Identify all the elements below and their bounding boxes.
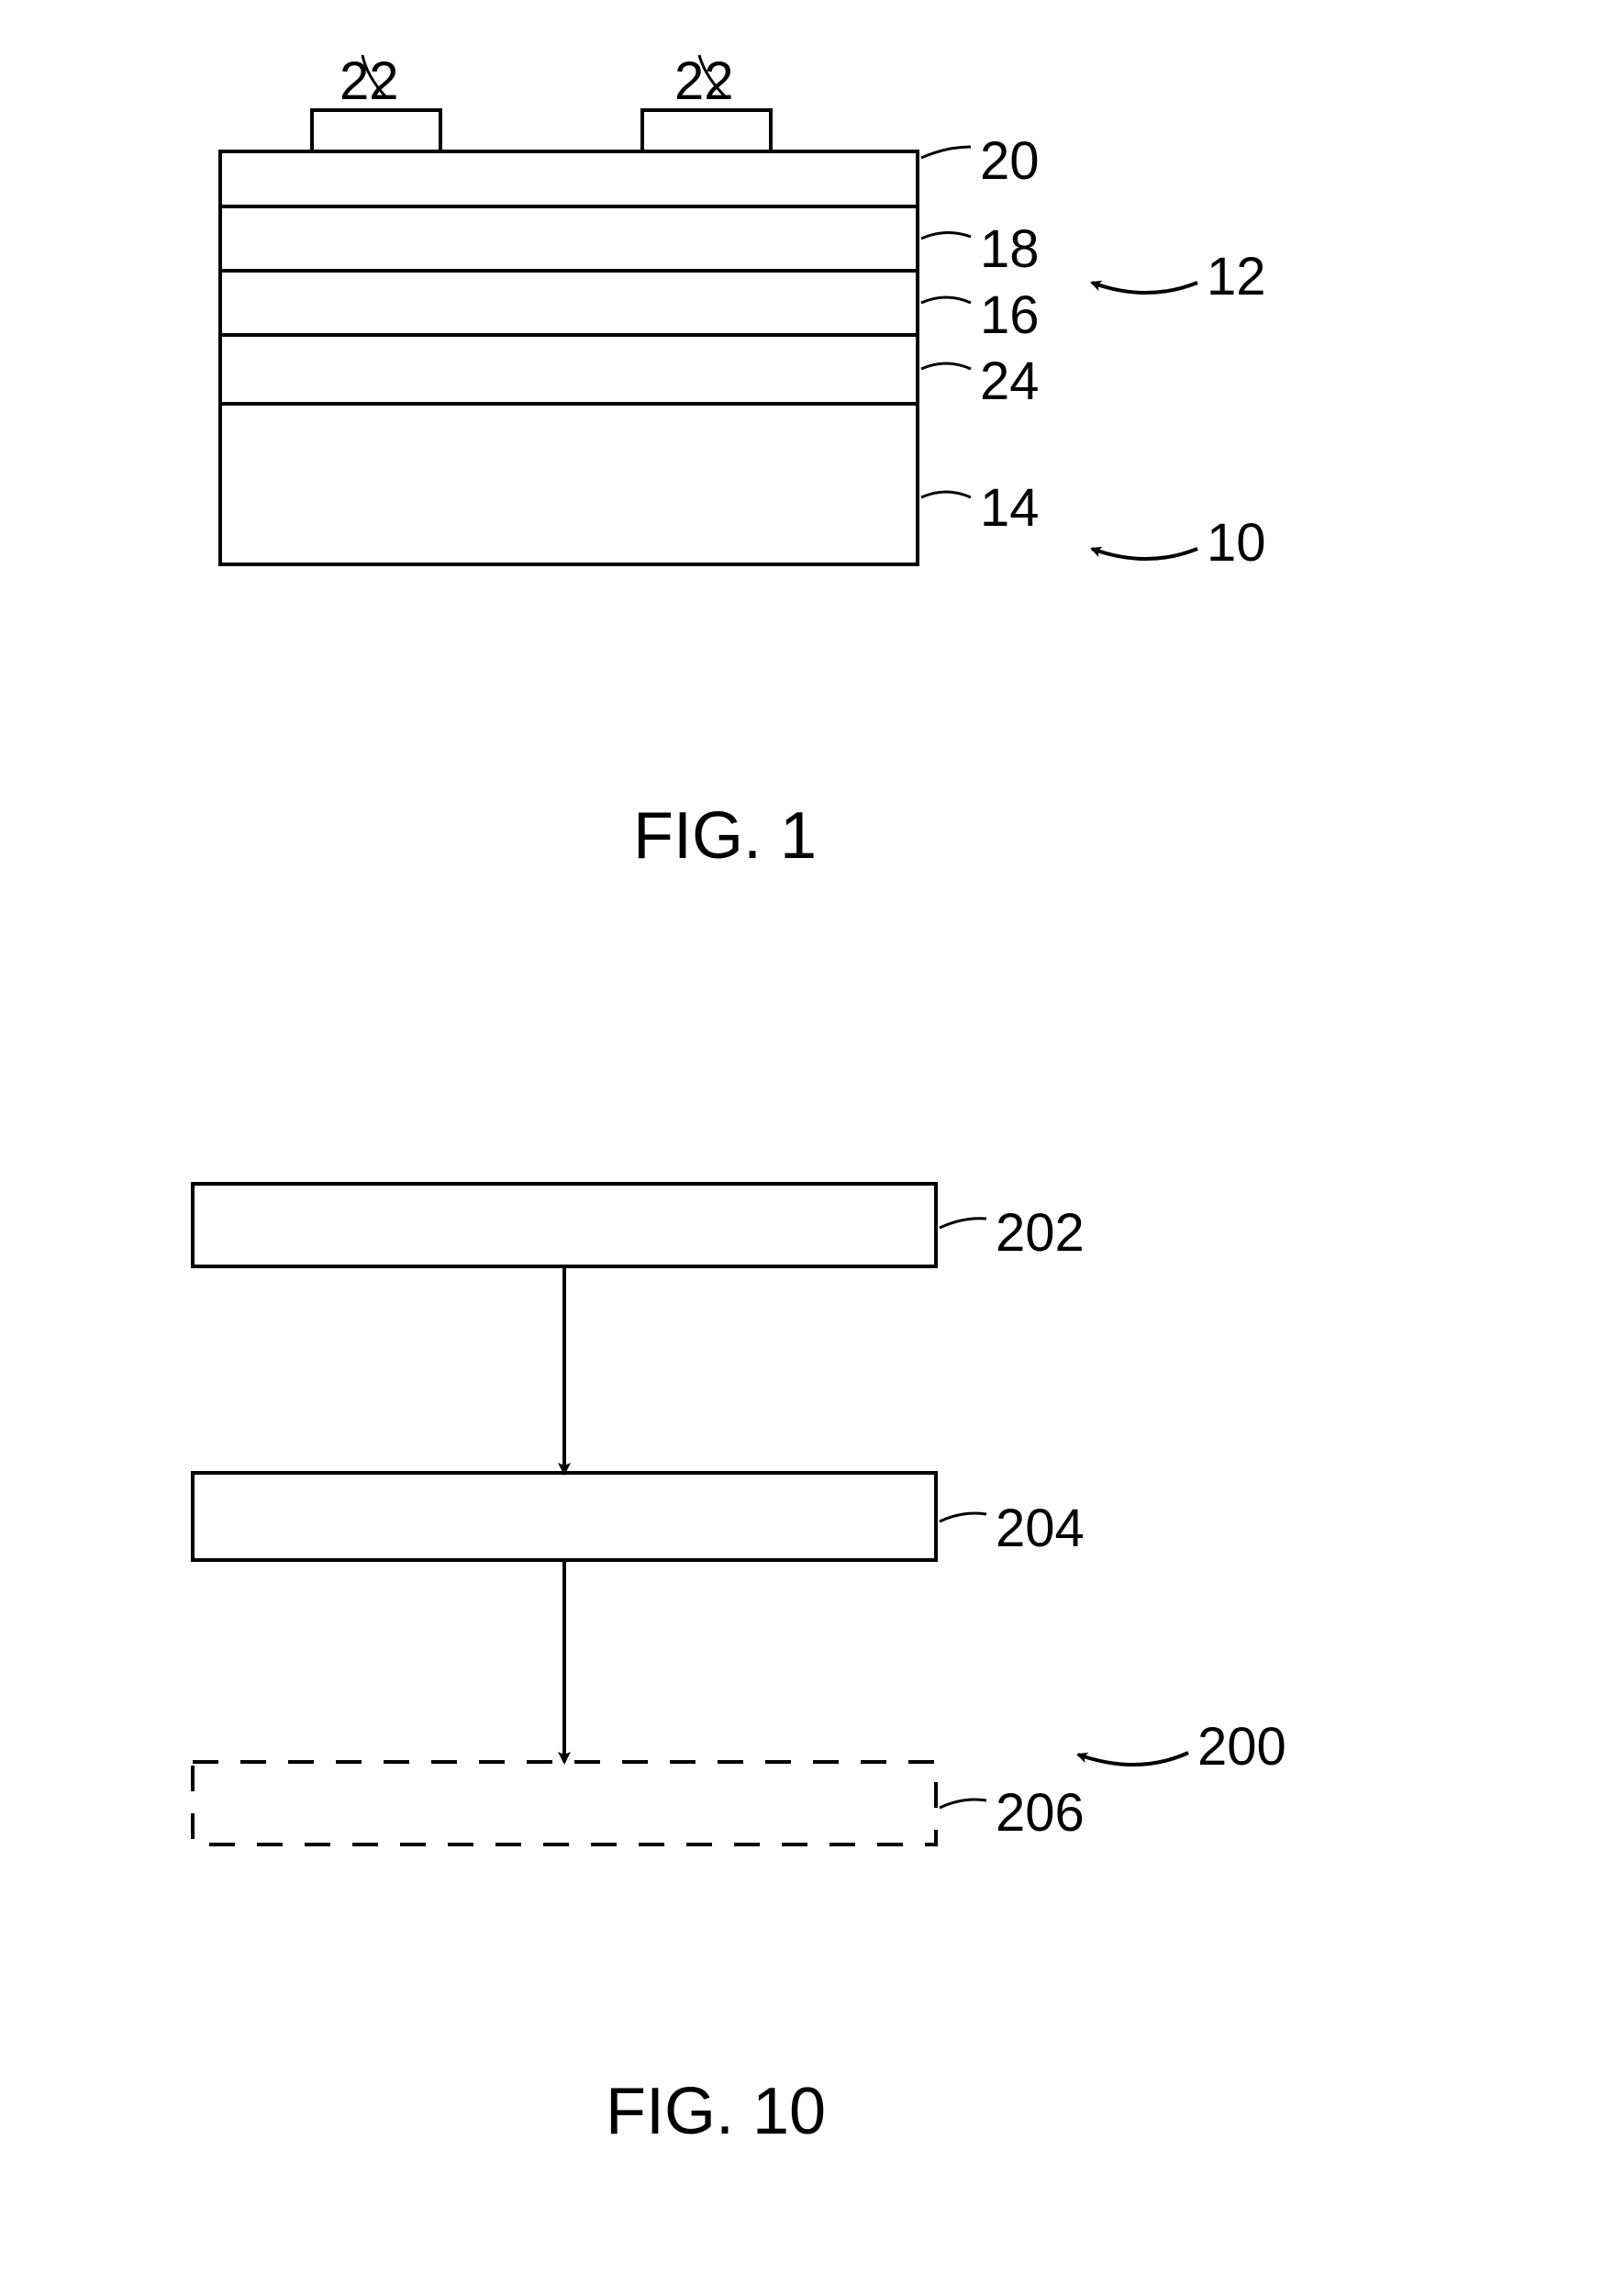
ref-20: 20	[980, 130, 1040, 192]
ref-200: 200	[1197, 1716, 1286, 1778]
ref-16: 16	[980, 284, 1040, 346]
figure-10-diagram	[0, 1009, 1603, 2202]
ref-24: 24	[980, 351, 1040, 412]
ref-22: 22	[340, 50, 399, 112]
ref-18: 18	[980, 218, 1040, 280]
ref-206: 206	[996, 1782, 1085, 1844]
page: FIG. 1 FIG. 10 22 22 20 181624 14 12 10 202 204 2…	[0, 0, 1603, 2296]
ref-14: 14	[980, 477, 1040, 539]
ref-10: 10	[1207, 512, 1266, 574]
ref-204: 204	[996, 1498, 1085, 1559]
ref-22: 22	[674, 50, 734, 112]
figure-1-caption: FIG. 1	[633, 798, 817, 874]
figure-1-diagram	[0, 0, 1603, 918]
ref-202: 202	[996, 1202, 1085, 1264]
figure-10-caption: FIG. 10	[606, 2074, 826, 2149]
ref-12: 12	[1207, 246, 1266, 307]
